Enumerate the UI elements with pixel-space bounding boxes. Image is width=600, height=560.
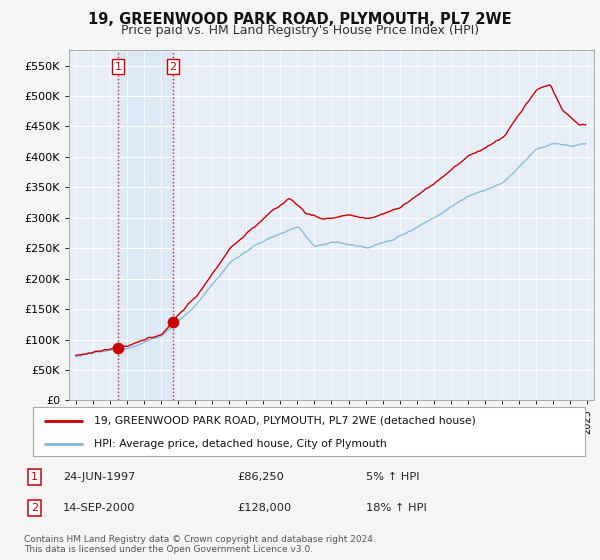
Text: 19, GREENWOOD PARK ROAD, PLYMOUTH, PL7 2WE (detached house): 19, GREENWOOD PARK ROAD, PLYMOUTH, PL7 2…: [94, 416, 476, 426]
Text: 1: 1: [115, 62, 121, 72]
Text: £86,250: £86,250: [237, 472, 284, 482]
Text: 2: 2: [31, 503, 38, 513]
Text: 14-SEP-2000: 14-SEP-2000: [63, 503, 136, 513]
Text: Contains HM Land Registry data © Crown copyright and database right 2024.
This d: Contains HM Land Registry data © Crown c…: [24, 535, 376, 554]
Text: 19, GREENWOOD PARK ROAD, PLYMOUTH, PL7 2WE: 19, GREENWOOD PARK ROAD, PLYMOUTH, PL7 2…: [88, 12, 512, 27]
Text: 5% ↑ HPI: 5% ↑ HPI: [366, 472, 419, 482]
Point: [169, 318, 178, 327]
Text: 18% ↑ HPI: 18% ↑ HPI: [366, 503, 427, 513]
Text: £128,000: £128,000: [237, 503, 291, 513]
Point: [113, 343, 123, 352]
Bar: [118, 50, 173, 400]
Text: 1: 1: [31, 472, 38, 482]
Text: Price paid vs. HM Land Registry's House Price Index (HPI): Price paid vs. HM Land Registry's House …: [121, 24, 479, 36]
Text: HPI: Average price, detached house, City of Plymouth: HPI: Average price, detached house, City…: [94, 439, 386, 449]
Text: 24-JUN-1997: 24-JUN-1997: [63, 472, 136, 482]
Text: 2: 2: [170, 62, 177, 72]
